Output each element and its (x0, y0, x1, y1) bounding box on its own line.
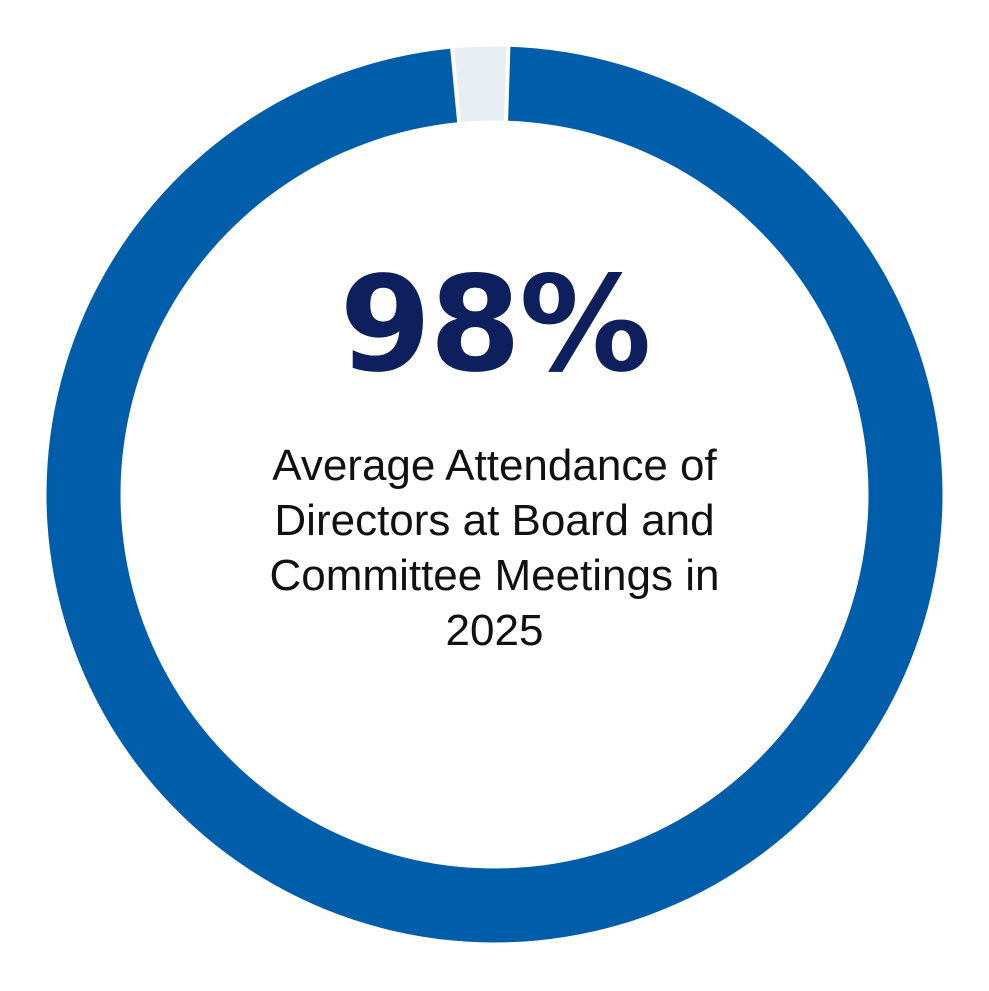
caption-line-4: 2025 (445, 606, 544, 655)
caption-line-3: Committee Meetings in (269, 551, 720, 600)
attendance-percentage: 98% (339, 248, 652, 402)
donut-slice-remainder (452, 46, 509, 123)
caption-line-2: Directors at Board and (274, 496, 715, 545)
attendance-caption: Average Attendance of Directors at Board… (0, 438, 989, 658)
caption-line-1: Average Attendance of (272, 441, 717, 490)
slice-separator-1 (504, 44, 511, 123)
slice-separator-2 (449, 46, 462, 125)
